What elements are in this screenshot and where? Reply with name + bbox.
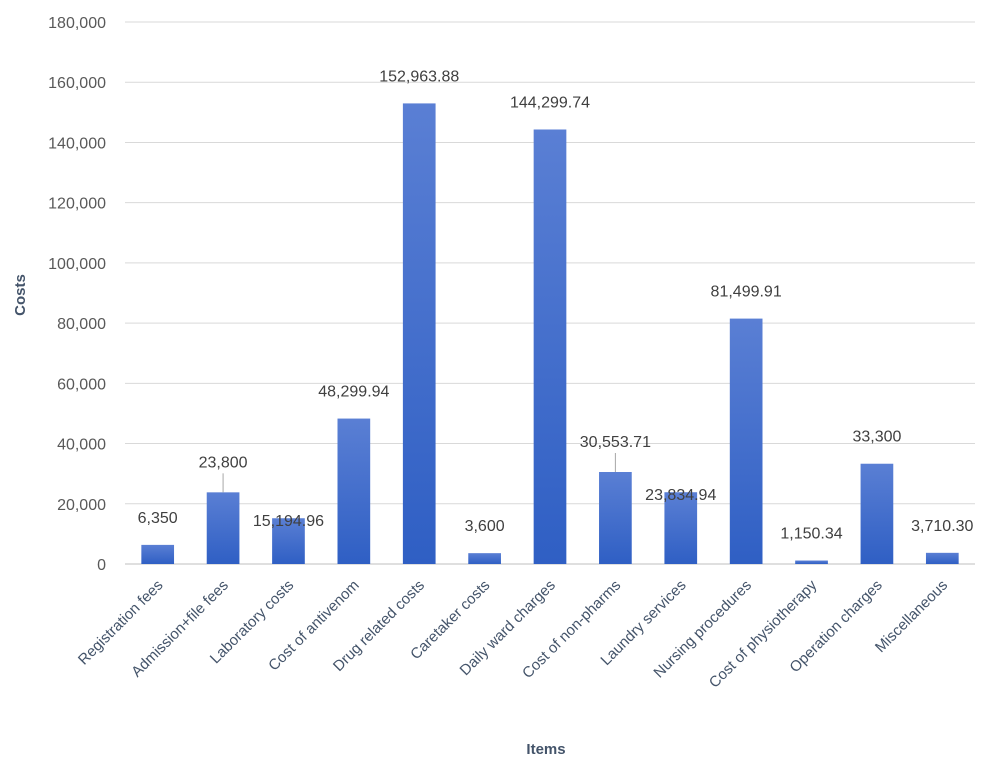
data-labels: 6,350 23,800 15,194.96 48,299.94 152,963.88 3… [138, 68, 974, 542]
bar [599, 471, 632, 564]
data-label: 144,299.74 [510, 94, 590, 111]
bar [729, 318, 763, 564]
y-tick-label: 120,000 [48, 196, 106, 213]
data-label: 33,300 [852, 429, 901, 446]
bar [795, 560, 828, 564]
y-tick-label: 60,000 [57, 376, 106, 393]
y-tick-label: 160,000 [48, 75, 106, 92]
data-label: 81,499.91 [711, 284, 782, 301]
leader-lines [222, 452, 616, 493]
bar [402, 103, 436, 565]
bar [206, 492, 240, 564]
bar [860, 463, 894, 564]
data-label: 30,553.71 [580, 434, 651, 451]
y-tick-label: 0 [97, 557, 106, 574]
data-label: 1,150.34 [780, 526, 842, 543]
bar [337, 418, 371, 564]
y-tick-label: 80,000 [57, 316, 106, 333]
bar [141, 544, 175, 564]
data-label: 3,710.30 [911, 518, 973, 535]
data-label: 3,600 [465, 518, 505, 535]
y-tick-label: 140,000 [48, 135, 106, 152]
data-label: 152,963.88 [379, 68, 459, 85]
y-axis-title: Costs [12, 274, 29, 316]
bar [468, 553, 501, 564]
y-axis-ticks: 0 20,000 40,000 60,000 80,000 100,000 120,000 1… [48, 15, 106, 574]
y-tick-label: 40,000 [57, 437, 106, 454]
x-tick-label: Cost of physiotherapy [706, 576, 821, 691]
bar [533, 129, 567, 565]
bar [272, 518, 305, 564]
y-tick-label: 180,000 [48, 15, 106, 32]
data-label: 23,834.94 [645, 487, 716, 504]
data-label: 15,194.96 [253, 513, 324, 530]
y-tick-label: 20,000 [57, 497, 106, 514]
bar [925, 552, 959, 564]
data-label: 48,299.94 [318, 384, 389, 401]
y-tick-label: 100,000 [48, 256, 106, 273]
x-axis-title: Items [526, 741, 565, 758]
bar [664, 492, 698, 564]
data-label: 6,350 [138, 510, 178, 527]
data-label: 23,800 [199, 454, 248, 471]
bars [141, 103, 959, 565]
